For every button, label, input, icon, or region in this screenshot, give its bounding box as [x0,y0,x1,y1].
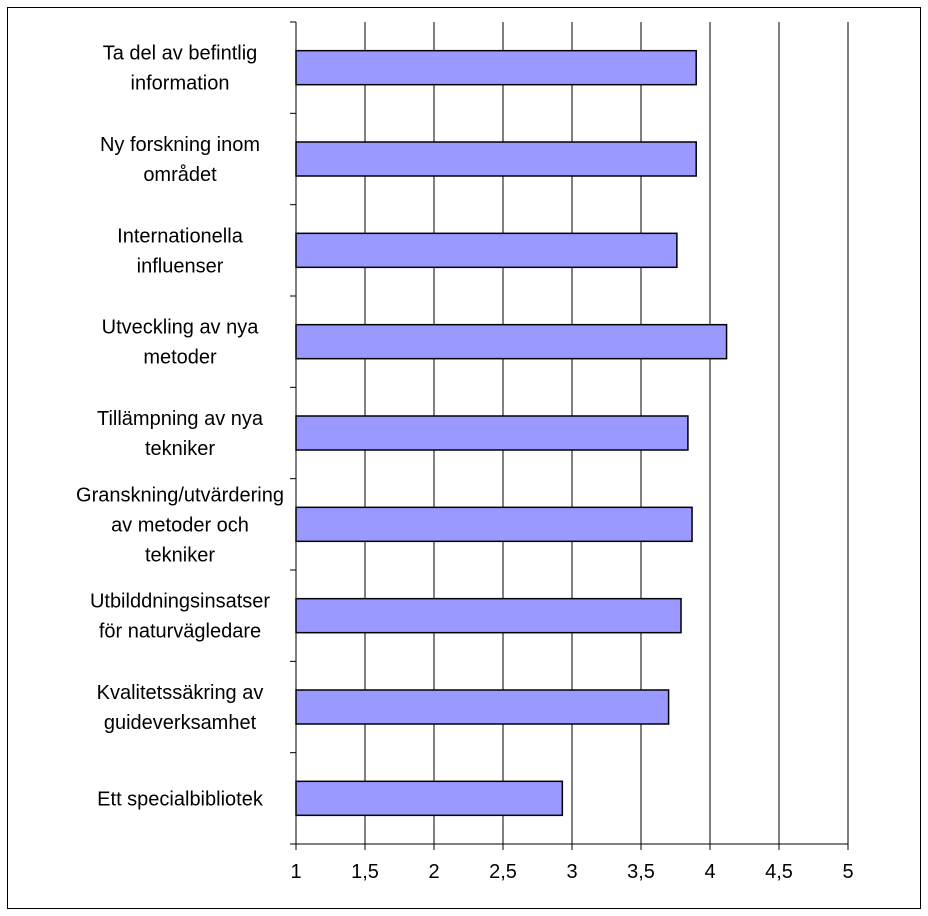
category-label-line: influenser [137,255,224,277]
bar [295,506,693,543]
x-tick-label: 2,5 [489,861,517,883]
category-label-line: för naturvägledare [99,621,261,643]
x-tick-label: 4,5 [765,861,793,883]
bar [295,780,564,817]
x-tick-label: 1,5 [351,861,379,883]
x-tick-label: 4 [704,861,715,883]
category-label-line: Kvalitetssäkring av [97,682,264,704]
category-label: Ett specialbibliotek [97,788,264,810]
category-label: Tillämpning av nya tekniker [97,408,264,460]
category-label: Ta del av befintlig information [103,43,258,95]
bar [295,49,697,86]
category-label: Ny forskning inom området [100,134,260,186]
category-label-line: Internationella [117,225,244,247]
bar [295,323,728,360]
category-label-line: området [143,164,217,186]
category-label-line: Tillämpning av nya [97,408,264,430]
category-label-line: Ta del av befintlig [103,43,258,65]
category-label: Utbilddningsinsatser för naturvägledare [90,591,270,643]
category-label: Utveckling av nya metoder [102,317,260,369]
category-label-line: av metoder och [111,514,249,536]
category-label-line: Utveckling av nya [102,317,260,339]
category-label: Internationella influenser [117,225,244,277]
category-label-line: tekniker [145,438,215,460]
category-label-line: Utbilddningsinsatser [90,591,270,613]
x-tick-label: 3,5 [627,861,655,883]
bar [295,597,682,634]
category-label-line: information [131,73,230,95]
category-label-line: guideverksamhet [104,712,257,734]
category-label-line: Granskning/utvärdering [76,484,284,506]
bar [295,141,697,177]
category-label: Kvalitetssäkring av guideverksamhet [97,682,264,734]
bar [295,415,689,451]
x-tick-label: 2 [428,861,439,883]
category-label-line: tekniker [145,544,215,566]
category-label-line: metoder [143,347,217,369]
bar [295,689,670,725]
bar [295,232,678,269]
x-tick-label: 3 [566,861,577,883]
category-label: Granskning/utvärdering av metoder och tekn… [76,484,284,566]
x-tick-label: 5 [842,861,853,883]
x-tick-label: 1 [290,861,301,883]
category-label-line: Ny forskning inom [100,134,260,156]
category-label-line: Ett specialbibliotek [97,788,264,810]
